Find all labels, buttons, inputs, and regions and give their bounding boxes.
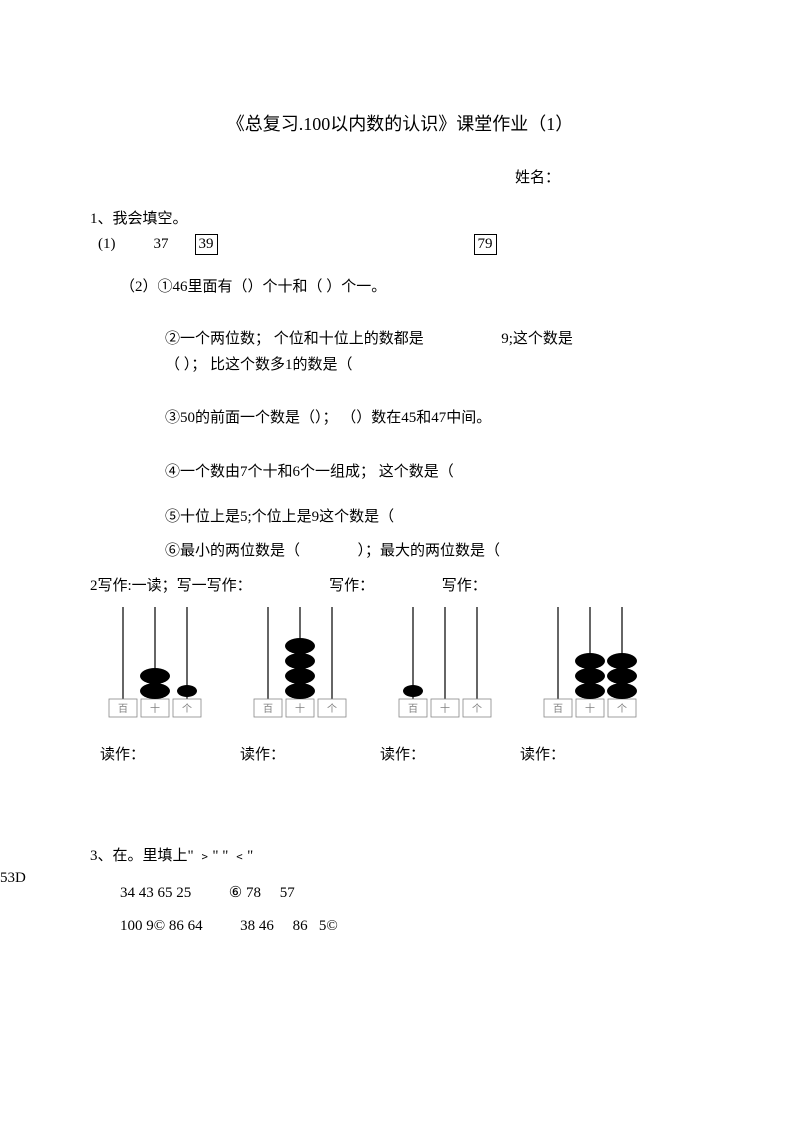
q1-num-a: 37 bbox=[154, 236, 169, 253]
q1-2-5: ⑤十位上是5;个位上是9这个数是（ bbox=[165, 505, 710, 531]
q2-header: 2写作:一读；写一写作： 写作： 写作： bbox=[90, 574, 710, 595]
q1-num-b: 39 bbox=[195, 234, 218, 255]
read-4: 读作： bbox=[520, 743, 660, 764]
q1-2-2a-tail: 9;这个数是 bbox=[501, 331, 573, 347]
svg-text:十: 十 bbox=[440, 702, 450, 715]
abacus-item: 百十个 bbox=[245, 607, 355, 727]
q2-header-text: 2写作:一读；写一写作： bbox=[90, 578, 252, 594]
abacus: 百十个 bbox=[100, 607, 210, 722]
abacus: 百十个 bbox=[390, 607, 500, 722]
abacus-row: 百十个百十个百十个百十个 bbox=[100, 607, 710, 727]
q3-row1: 34 43 65 25 ⑥ 78 57 bbox=[120, 877, 710, 910]
q1-2-2a: ②一个两位数； 个位和十位上的数都是 bbox=[165, 331, 424, 347]
name-label: 姓名： bbox=[90, 166, 710, 187]
svg-text:百: 百 bbox=[263, 703, 273, 715]
svg-text:十: 十 bbox=[585, 702, 595, 715]
svg-text:个: 个 bbox=[327, 703, 337, 715]
svg-text:个: 个 bbox=[472, 703, 482, 715]
q3: 3、在。里填上" ﹥" " ﹤" 34 43 65 25 ⑥ 78 57 100… bbox=[90, 844, 710, 943]
q3-header: 3、在。里填上" ﹥" " ﹤" bbox=[90, 844, 710, 865]
abacus-item: 百十个 bbox=[390, 607, 500, 727]
q1-num-c: 79 bbox=[474, 234, 497, 255]
read-2: 读作： bbox=[240, 743, 380, 764]
svg-text:百: 百 bbox=[553, 703, 563, 715]
q1-header: 1、我会填空。 bbox=[90, 207, 710, 228]
readline: 读作： 读作： 读作： 读作： bbox=[100, 743, 710, 764]
q1-part1-label: (1) bbox=[98, 236, 116, 253]
read-3: 读作： bbox=[380, 743, 520, 764]
svg-text:个: 个 bbox=[617, 703, 627, 715]
q2-w3: 写作： bbox=[329, 578, 374, 594]
abacus-item: 百十个 bbox=[535, 607, 645, 727]
abacus: 百十个 bbox=[535, 607, 645, 722]
q1-part1: (1) 37 39 79 bbox=[98, 234, 710, 255]
q1-2-6b: ）；最大的两位数是（ bbox=[358, 543, 501, 559]
abacus-item: 百十个 bbox=[100, 607, 210, 727]
q1-2-6: ⑥最小的两位数是（ ）；最大的两位数是（ bbox=[165, 539, 710, 565]
q2-w4: 写作： bbox=[442, 578, 487, 594]
svg-text:百: 百 bbox=[408, 703, 418, 715]
svg-text:百: 百 bbox=[118, 703, 128, 715]
q1-2-1: （2）①46里面有（）个十和（ ）个一。 bbox=[120, 275, 710, 299]
q1-2-3: ③50的前面一个数是（）； （）数在45和47中间。 bbox=[165, 406, 710, 432]
q1-2-2b: （ ）； 比这个数多1的数是（ bbox=[165, 357, 353, 373]
svg-text:个: 个 bbox=[182, 703, 192, 715]
side-marker: 53D bbox=[0, 870, 26, 887]
q1-2-4: ④一个数由7个十和6个一组成； 这个数是（ bbox=[165, 460, 710, 486]
read-1: 读作： bbox=[100, 743, 240, 764]
svg-text:十: 十 bbox=[150, 702, 160, 715]
page-title: 《总复习.100以内数的认识》课堂作业（1） bbox=[90, 110, 710, 136]
svg-text:十: 十 bbox=[295, 702, 305, 715]
abacus: 百十个 bbox=[245, 607, 355, 722]
q3-row2: 100 9© 86 64 38 46 86 5© bbox=[120, 910, 710, 943]
q1-2-6a: ⑥最小的两位数是（ bbox=[165, 543, 300, 559]
q1-2-2: ②一个两位数； 个位和十位上的数都是 9;这个数是 （ ）； 比这个数多1的数是… bbox=[165, 327, 710, 378]
